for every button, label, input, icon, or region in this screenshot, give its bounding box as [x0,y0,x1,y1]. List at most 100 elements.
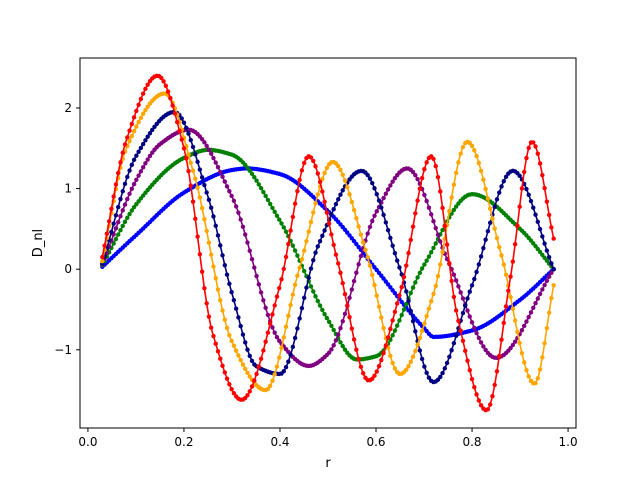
series-2-point [256,182,262,187]
series-3-point [351,278,357,284]
series-5-point [336,163,341,169]
x-tick-label: 0.8 [462,435,481,449]
series-4-point [460,310,466,316]
series-4-point [410,318,416,324]
series-3-point [478,340,484,345]
series-4-point [238,323,243,329]
series-4-point [499,184,504,189]
series-6-point [202,285,207,291]
series-6-point [394,301,400,306]
series-3-point [143,161,148,166]
series-4-point [526,192,531,197]
series-4-point [249,358,255,364]
series-4-point [233,306,239,311]
series-5-point [281,335,286,340]
series-3-point [211,155,216,161]
series-6-point [476,398,482,403]
series-6-point [458,328,463,333]
series-6-point [127,128,132,133]
series-3-point [208,151,214,156]
series-5-point [544,325,550,331]
series-6-point [188,183,193,188]
series-3-point [229,193,234,199]
series-6-point [199,269,205,274]
series-4-point [503,174,509,180]
series-6-point [351,337,357,342]
series-6-point [113,182,119,187]
series-2-point [258,185,264,191]
series-5-point [277,355,282,360]
series-4-point [331,206,336,212]
series-6-point [329,232,334,237]
series-6-point [138,96,144,102]
series-6-point [222,370,227,375]
x-tick-label: 0.0 [78,435,97,449]
series-3-point [356,262,361,267]
series-3-point [435,232,441,238]
series-6-point [485,407,491,412]
series-3-point [220,174,225,179]
series-3-point [433,225,438,231]
series-6-point [277,285,282,291]
series-5-point [231,343,237,349]
series-2-point [390,333,395,338]
series-6-point [451,294,457,300]
series-5-point [340,172,345,177]
series-4-point [469,283,475,288]
series-5-point [197,195,203,200]
series-6-point [170,103,175,108]
series-5-point [447,208,452,214]
series-4-point [150,127,155,133]
series-5-point [267,383,273,388]
series-2-point [125,215,130,221]
series-3-point [358,253,364,259]
series-4-point [494,197,500,202]
series-5-point [342,178,348,183]
series-3-point [349,287,355,292]
series-6-point [143,86,148,92]
series-4-point [408,308,413,314]
series-2-point [399,312,404,318]
series-5-point [483,186,488,192]
series-3 [100,127,556,369]
series-5-point [415,342,420,347]
series-4-point [227,281,232,286]
series-5-point [476,160,482,166]
series-4-point [440,370,445,376]
series-2-point [317,303,323,308]
series-4-point [188,137,193,143]
series-4-point [381,212,386,218]
series-6-point [404,263,409,268]
series-3-point [467,314,472,319]
series-6-point [499,337,504,342]
series-2-point [127,211,132,217]
series-6-point [521,169,527,175]
series-6-point [247,389,252,394]
series-6-point [140,91,146,96]
series-2-point [301,268,307,274]
series-6-point [431,156,436,162]
series-6-point [313,164,318,169]
series-4-point [140,141,146,147]
series-5-point [236,353,241,358]
series-4-point [329,212,334,217]
series-6-point [195,234,200,239]
series-6-point [422,167,427,172]
series-6-point [390,318,395,323]
series-4-point [317,238,323,244]
series-4-point [199,175,205,180]
series-5-point [279,345,284,351]
series-3-point [238,217,243,222]
series-2-point [320,307,325,313]
series-6-point [392,309,398,315]
series-6-point [184,156,189,161]
series-6-point [397,293,402,298]
series-2-point [426,254,432,259]
series-4-point [111,221,116,226]
series-4-point [195,159,200,165]
series-4-point [315,244,320,249]
series-4-point [118,196,123,202]
series-5-point [451,182,457,187]
series-5-point [510,306,516,312]
series-2-point [410,285,416,290]
